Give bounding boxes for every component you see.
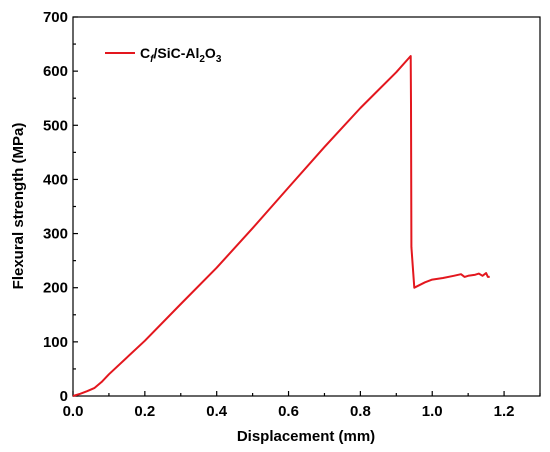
series-line [72,55,490,397]
x-tick-label: 0.6 [278,403,299,420]
y-tick-label: 400 [43,171,68,188]
y-tick-label: 100 [43,334,68,351]
x-tick-label: 0.0 [63,403,84,420]
y-axis-title: Flexural strength (MPa) [10,123,27,290]
x-tick-label: 1.0 [422,403,443,420]
y-tick-label: 200 [43,280,68,297]
x-tick-label: 1.2 [494,403,515,420]
y-axis-ticks: 0 100 200 300 400 500 600 700 [43,9,78,405]
y-tick-label: 600 [43,63,68,80]
x-tick-label: 0.8 [350,403,371,420]
x-axis-ticks: 0.0 0.2 0.4 0.6 0.8 1.0 1.2 [63,391,541,420]
legend: Cf/SiC-Al2O3 [105,45,222,65]
y-tick-label: 500 [43,117,68,134]
y-tick-label: 300 [43,226,68,243]
x-axis-title: Displacement (mm) [237,428,375,445]
y-tick-label: 700 [43,9,68,26]
x-tick-label: 0.4 [206,403,228,420]
plot-area-frame [72,16,541,397]
legend-label: Cf/SiC-Al2O3 [140,45,222,65]
series-layer [72,55,490,397]
y-tick-label: 0 [60,388,68,405]
x-tick-label: 0.2 [134,403,155,420]
